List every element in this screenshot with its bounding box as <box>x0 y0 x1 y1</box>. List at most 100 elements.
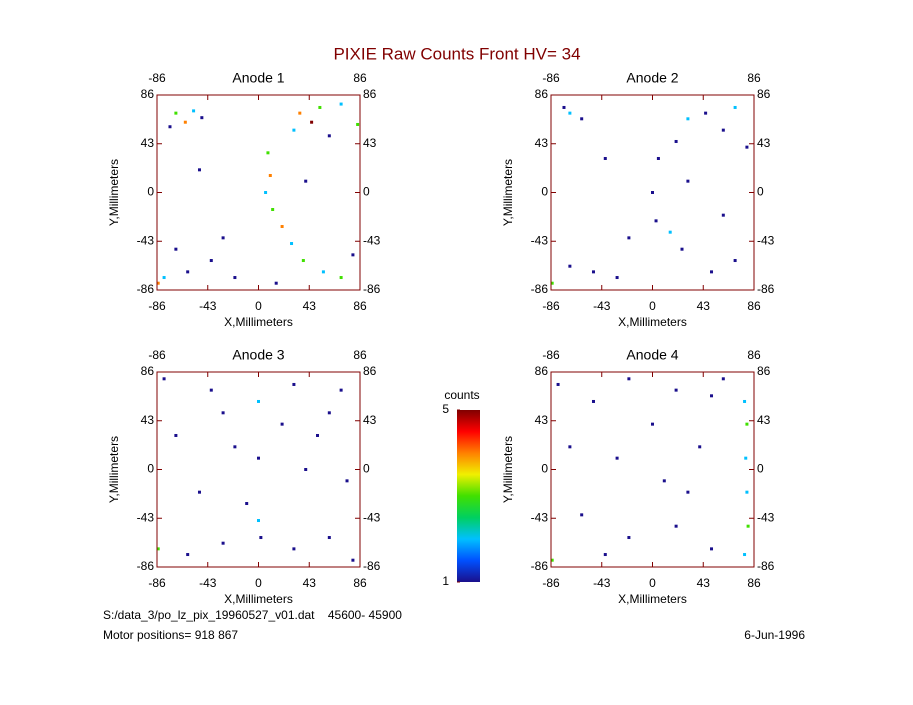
y-tick-label: 0 <box>541 462 548 476</box>
pixel-count <box>162 377 166 381</box>
plot-frame <box>156 371 361 568</box>
y-tick-label: 43 <box>141 413 155 427</box>
pixel-count <box>654 219 658 223</box>
pixel-count <box>627 536 631 540</box>
x-tick-label: -86 <box>542 576 560 590</box>
pixel-count <box>746 524 750 528</box>
pixel-count <box>550 558 554 562</box>
y-tick-label: 0 <box>541 185 548 199</box>
y-axis-label: Y,Millimeters <box>107 159 121 226</box>
pixel-count <box>351 558 355 562</box>
panel: Anode 2 X,Millimeters Y,Millimeters -86 -86 -… <box>501 70 774 329</box>
y-right-tick-label: -43 <box>757 233 775 247</box>
pixel-count <box>221 541 225 545</box>
pixel-count <box>327 411 331 415</box>
pixel-count <box>339 388 343 392</box>
x-axis-label: X,Millimeters <box>618 592 687 606</box>
x-tick-label: 43 <box>697 299 711 313</box>
colorbar-tick-label: 5 <box>442 402 449 416</box>
pixel-count <box>292 382 296 386</box>
pixel-count <box>591 399 595 403</box>
pixel-count <box>264 191 268 194</box>
pixel-count <box>721 377 725 381</box>
panel-title: Anode 2 <box>626 70 678 86</box>
x-tick-label: 86 <box>747 576 761 590</box>
pixel-count <box>266 151 270 155</box>
pixel-count <box>351 253 355 257</box>
y-right-tick-label: 43 <box>363 413 377 427</box>
pixel-count <box>704 111 708 115</box>
pixel-count <box>274 281 278 285</box>
y-right-tick-label: 86 <box>757 87 771 101</box>
pixel-count <box>580 513 584 517</box>
y-axis-label: Y,Millimeters <box>501 436 515 503</box>
y-right-tick-label: -86 <box>757 559 775 573</box>
pixel-count <box>186 270 190 274</box>
pixel-count <box>339 102 343 106</box>
pixel-count <box>271 208 275 212</box>
x-tick-label: 43 <box>303 299 317 313</box>
figure-title: PIXIE Raw Counts Front HV= 34 <box>333 44 580 63</box>
pixel-count <box>292 128 296 132</box>
y-tick-label: 86 <box>141 364 155 378</box>
pixel-count <box>568 111 572 115</box>
pixel-count <box>562 105 566 109</box>
pixel-count <box>733 259 737 263</box>
pixel-count <box>197 490 201 494</box>
y-right-tick-label: -43 <box>363 233 381 247</box>
pixel-count <box>710 270 714 274</box>
y-right-tick-label: 86 <box>363 87 377 101</box>
pixel-count <box>550 281 554 285</box>
pixel-count <box>680 247 684 251</box>
pixel-count <box>674 524 678 528</box>
pixel-count <box>304 179 308 183</box>
plot-frame <box>156 94 361 291</box>
pixel-count <box>656 156 660 160</box>
x-axis-label: X,Millimeters <box>618 315 687 329</box>
x-tick-label: -86 <box>542 299 560 313</box>
y-axis-label: Y,Millimeters <box>501 159 515 226</box>
pixel-count <box>257 399 260 403</box>
pixel-count <box>327 536 331 540</box>
pixel-count <box>627 236 631 240</box>
panel-title: Anode 4 <box>626 347 678 363</box>
y-tick-label: 86 <box>141 87 155 101</box>
pixel-count <box>662 479 666 483</box>
pixel-count <box>721 213 725 217</box>
x-tick-label: -43 <box>199 299 217 313</box>
pixel-count <box>257 456 260 460</box>
y-right-tick-label: -43 <box>757 510 775 524</box>
pixel-count <box>615 456 619 460</box>
pixel-count <box>174 247 178 251</box>
x-tick-label: -86 <box>148 576 166 590</box>
pixel-count <box>568 445 572 449</box>
y-tick-label: 0 <box>147 185 154 199</box>
pixel-count <box>280 225 284 229</box>
pixel-count <box>745 422 749 426</box>
x-tick-label: 0 <box>255 299 262 313</box>
y-axis-label: Y,Millimeters <box>107 436 121 503</box>
pixel-count <box>257 519 260 523</box>
x-tick-label: 43 <box>303 576 317 590</box>
x-tick-label: 0 <box>255 576 262 590</box>
pixel-count <box>209 388 213 392</box>
panel-title: Anode 1 <box>232 70 284 86</box>
x-tick-label: -43 <box>593 576 611 590</box>
x-top-tick-label: -86 <box>148 71 166 85</box>
pixel-count <box>627 377 631 381</box>
y-right-tick-label: 43 <box>757 136 771 150</box>
y-tick-label: -43 <box>531 510 549 524</box>
x-top-tick-label: -86 <box>542 348 560 362</box>
pixel-count <box>301 259 305 263</box>
x-tick-label: 86 <box>747 299 761 313</box>
pixel-count <box>304 468 308 471</box>
y-tick-label: 43 <box>535 136 549 150</box>
pixel-count <box>710 394 714 398</box>
x-top-tick-label: 86 <box>353 348 367 362</box>
pixel-count <box>327 134 331 138</box>
y-tick-label: -43 <box>137 510 155 524</box>
pixel-count <box>186 553 190 557</box>
pixel-count <box>651 422 654 426</box>
pixel-count <box>686 179 690 183</box>
y-right-tick-label: -43 <box>363 510 381 524</box>
